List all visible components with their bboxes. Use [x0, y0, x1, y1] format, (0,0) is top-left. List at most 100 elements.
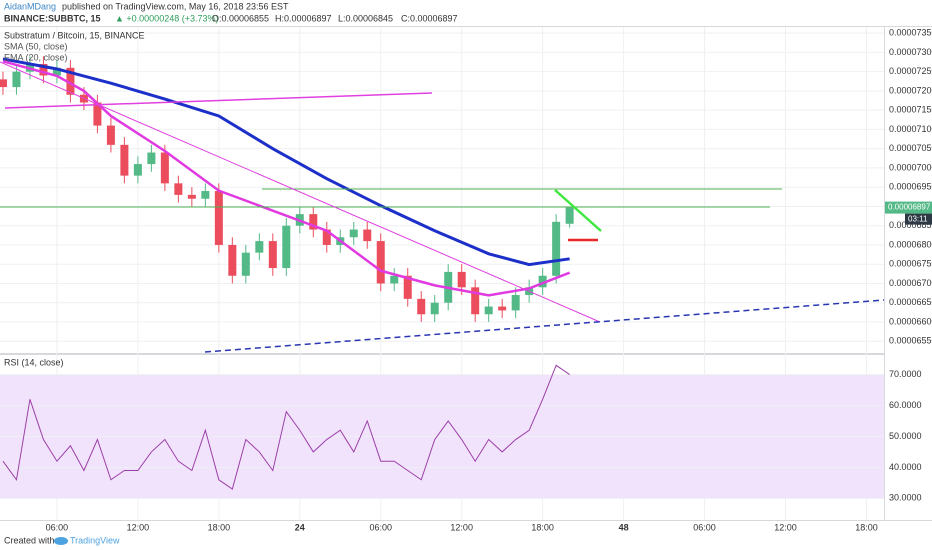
candle-body	[417, 298, 426, 315]
y-tick-label: 0.00006700	[889, 278, 932, 288]
trend-line[interactable]	[554, 189, 602, 232]
last-price-box	[885, 201, 932, 214]
high: H:0.00006897	[275, 13, 332, 23]
x-tick-label: 06:00	[46, 522, 69, 532]
y-tick-label: 30.0000	[889, 493, 922, 503]
line-series	[2, 60, 571, 297]
x-tick-label: 12:00	[450, 522, 473, 532]
candle-body	[66, 67, 75, 95]
y-tick-label: 0.00006950	[889, 182, 932, 192]
line-series	[2, 364, 570, 490]
candle-body	[565, 207, 574, 224]
y-tick-label: 0.00006850	[889, 220, 932, 230]
legend-entry: SMA (50, close)	[4, 41, 68, 51]
candle-body	[430, 302, 439, 315]
y-tick-label: 40.0000	[889, 462, 922, 472]
trend-line[interactable]	[4, 92, 433, 109]
candle-body	[363, 229, 372, 242]
x-tick-label: 48	[619, 522, 629, 532]
candle-body	[106, 125, 115, 145]
candle-body	[376, 241, 385, 284]
close: C:0.00006897	[401, 13, 458, 23]
countdown-label: 03:11	[908, 215, 928, 224]
trend-line[interactable]	[204, 299, 885, 353]
plot: 06:00 12:00 18:00 24 06:00 12:00 18:00 48 06:00 1…	[0, 27, 932, 532]
candle-body	[174, 183, 183, 195]
line-series	[2, 57, 570, 267]
y-tick-label: 0.00007000	[889, 162, 932, 172]
y-tick-label: 0.00007100	[889, 124, 932, 134]
y-tick-label: 0.00006650	[889, 297, 932, 307]
chart-title: Substratum / Bitcoin, 15, BINANCE	[4, 30, 145, 40]
candle-body	[309, 214, 318, 230]
time-axis-border	[0, 520, 932, 521]
logo	[54, 537, 68, 545]
pane-border	[0, 26, 932, 27]
chart-title: RSI (14, close)	[4, 357, 64, 367]
low: L:0.00006845	[338, 13, 393, 23]
y-tick-label: 0.00006550	[889, 336, 932, 346]
candle-body	[160, 152, 169, 184]
y-tick-label: 50.0000	[889, 431, 922, 441]
candle-body	[484, 306, 493, 315]
candle-body	[538, 275, 547, 288]
candle-body	[93, 102, 102, 126]
change: ▲ +0.00000248 (+3.73%)	[115, 13, 218, 23]
candle-body	[39, 63, 48, 76]
candle-body	[349, 229, 358, 238]
candle-body	[214, 191, 223, 245]
x-tick-label: 12:00	[774, 522, 797, 532]
y-tick-label: 0.00006800	[889, 239, 932, 249]
candle-body	[241, 252, 250, 276]
y-tick-label: 60.0000	[889, 400, 922, 410]
x-tick-label: 18:00	[855, 522, 878, 532]
open: O:0.00006855	[212, 13, 269, 23]
y-tick-label: 0.00007150	[889, 105, 932, 115]
trend-line[interactable]	[0, 61, 601, 323]
candle-body	[322, 229, 331, 245]
footer-created: Created with	[4, 535, 55, 545]
candle-body	[52, 67, 61, 76]
candle-body	[498, 306, 507, 311]
drawings	[0, 61, 885, 353]
y-tick-label: 0.00007300	[889, 47, 932, 57]
x-tick-label: 18:00	[531, 522, 554, 532]
footer-brand[interactable]: TradingView	[70, 535, 120, 545]
candle-body	[471, 287, 480, 315]
countdown-box	[905, 213, 932, 225]
legend-entry: EMA (20, close)	[4, 52, 68, 62]
candle-body	[201, 191, 210, 199]
candle-body	[0, 79, 7, 88]
candle-body	[390, 275, 399, 284]
published: published on TradingView.com, May 16, 20…	[62, 1, 289, 11]
candle-body	[147, 152, 156, 165]
y-tick-label: 0.00006750	[889, 259, 932, 269]
candle-body	[552, 221, 561, 276]
candle-body	[12, 71, 21, 88]
x-tick-label: 06:00	[693, 522, 716, 532]
y-tick-label: 0.00006600	[889, 316, 932, 326]
candle-body	[403, 275, 412, 299]
pane-separator	[0, 353, 884, 355]
axis-border	[884, 26, 885, 520]
x-tick-label: 06:00	[369, 522, 392, 532]
y-tick-label: 0.00007350	[889, 28, 932, 38]
symbol: BINANCE:SUBBTC, 15	[4, 13, 101, 23]
y-tick-label: 0.00007200	[889, 85, 932, 95]
y-tick-label: 70.0000	[889, 369, 922, 379]
last-price-label: 0.00006897	[888, 203, 931, 212]
candle-body	[120, 144, 129, 176]
x-tick-label: 12:00	[127, 522, 150, 532]
y-tick-label: 0.00007250	[889, 66, 932, 76]
candle-body	[228, 244, 237, 276]
candle-body	[282, 225, 291, 269]
x-tick-label: 18:00	[208, 522, 231, 532]
candle-body	[457, 271, 466, 288]
candle-body	[255, 241, 264, 253]
x-tick-label: 24	[295, 522, 305, 532]
candle-body	[133, 164, 142, 176]
author[interactable]: AidanMDang	[4, 1, 56, 11]
candle-body	[511, 295, 520, 311]
